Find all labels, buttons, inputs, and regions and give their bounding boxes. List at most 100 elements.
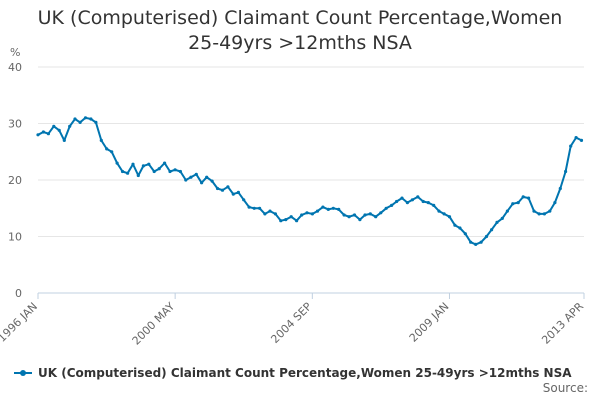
data-point	[469, 240, 473, 244]
data-point	[226, 185, 230, 189]
data-point	[62, 138, 66, 142]
data-point	[426, 201, 430, 205]
gridlines	[38, 66, 584, 237]
data-point	[310, 212, 314, 216]
x-tick-label: 1996 JAN	[0, 300, 40, 345]
series-layer	[36, 116, 584, 246]
data-point	[57, 128, 61, 132]
data-point	[532, 209, 536, 213]
data-point	[505, 209, 509, 213]
data-point	[273, 212, 277, 216]
series-line	[37, 116, 582, 246]
data-point	[220, 188, 225, 192]
data-point	[252, 206, 256, 210]
x-tick-label: 2009 JAN	[407, 300, 452, 345]
x-tick-label: 2013 APR	[539, 300, 586, 347]
data-point	[136, 173, 140, 178]
data-point	[126, 171, 130, 175]
data-point	[300, 213, 304, 217]
data-point	[374, 215, 378, 219]
data-point	[321, 205, 325, 209]
data-point	[89, 117, 93, 121]
data-point	[242, 198, 246, 202]
data-point	[78, 120, 82, 124]
data-point	[432, 203, 436, 207]
data-point	[200, 181, 204, 185]
data-point	[141, 164, 145, 168]
data-point	[110, 150, 114, 154]
data-point	[569, 144, 573, 148]
data-point	[579, 138, 584, 142]
y-tick-label: 30	[8, 118, 22, 131]
data-point	[305, 211, 309, 215]
legend-marker	[14, 368, 32, 378]
data-point	[511, 202, 515, 206]
data-point	[358, 218, 362, 222]
data-point	[564, 169, 568, 174]
data-point	[258, 206, 262, 210]
data-point	[553, 201, 557, 205]
data-point	[173, 168, 177, 172]
data-point	[315, 209, 320, 213]
data-point	[68, 124, 72, 128]
data-point	[178, 169, 182, 174]
data-point	[231, 192, 235, 196]
data-point	[379, 211, 383, 215]
data-point	[352, 213, 357, 217]
data-point	[384, 206, 388, 210]
data-point	[105, 147, 109, 151]
data-point	[147, 162, 151, 166]
data-point	[263, 212, 267, 216]
y-axis-unit: %	[10, 46, 20, 59]
data-point	[279, 219, 283, 223]
data-point	[236, 190, 240, 194]
data-point	[342, 213, 346, 217]
data-point	[46, 132, 51, 136]
legend: UK (Computerised) Claimant Count Percent…	[14, 366, 572, 380]
data-point	[574, 136, 578, 140]
y-tick-label: 10	[8, 231, 22, 244]
data-point	[215, 186, 220, 191]
data-point	[479, 240, 483, 244]
data-point	[99, 138, 103, 142]
data-point	[490, 228, 494, 232]
data-point	[363, 213, 367, 217]
data-point	[542, 212, 547, 216]
data-point	[500, 216, 504, 220]
data-point	[337, 207, 341, 211]
data-point	[331, 206, 335, 210]
data-point	[52, 124, 56, 128]
data-point	[205, 175, 209, 179]
data-point	[194, 172, 198, 176]
data-point	[73, 117, 77, 121]
data-point	[395, 199, 399, 204]
x-tick-label: 2004 SEP	[268, 300, 314, 346]
data-point	[120, 169, 125, 174]
data-point	[463, 232, 467, 236]
data-point	[368, 212, 372, 216]
data-point	[558, 186, 562, 191]
data-point	[326, 207, 330, 211]
data-point	[484, 234, 489, 239]
source-label: Source:	[542, 381, 588, 395]
data-point	[157, 167, 161, 171]
data-point	[247, 205, 251, 209]
data-point	[210, 179, 214, 183]
data-point	[284, 218, 288, 222]
data-point	[405, 201, 409, 205]
data-point	[189, 175, 193, 179]
data-point	[268, 209, 272, 213]
data-point	[184, 178, 188, 182]
data-point	[163, 161, 167, 165]
data-point	[537, 212, 541, 216]
legend-label: UK (Computerised) Claimant Count Percent…	[38, 366, 572, 380]
data-point	[410, 198, 414, 202]
data-point	[289, 215, 293, 219]
data-point	[516, 201, 520, 205]
data-point	[495, 220, 499, 224]
data-point	[115, 161, 119, 165]
data-point	[152, 169, 156, 174]
data-point	[447, 215, 452, 219]
data-point	[400, 196, 404, 200]
